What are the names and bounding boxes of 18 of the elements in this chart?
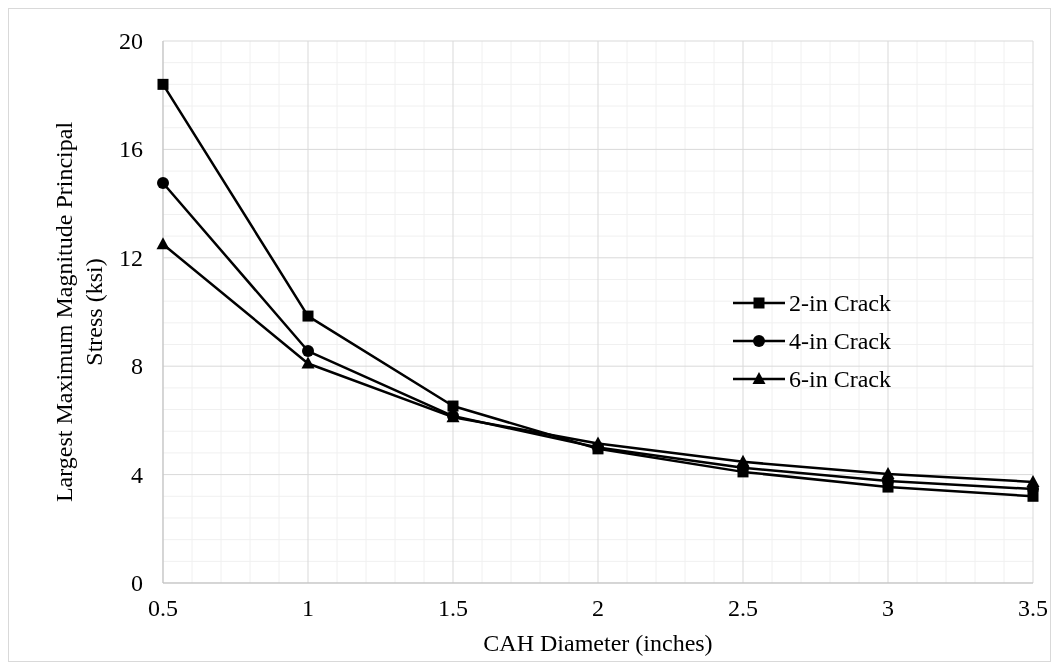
x-axis-title: CAH Diameter (inches) — [483, 630, 713, 656]
legend-label: 2-in Crack — [789, 290, 891, 316]
y-tick-label: 20 — [119, 28, 143, 54]
y-tick-label: 0 — [131, 570, 143, 596]
y-tick-label: 8 — [131, 353, 143, 380]
x-tick-label: 2 — [592, 595, 604, 621]
x-tick-label: 3 — [882, 595, 894, 621]
x-tick-label: 0.5 — [148, 595, 178, 621]
x-tick-label: 1.5 — [438, 595, 468, 621]
y-tick-label: 12 — [119, 244, 143, 271]
x-tick-label: 1 — [302, 595, 314, 621]
legend-label: 4-in Crack — [789, 328, 891, 354]
y-axis-title: Largest Maximum Magnitude Principal Stress (ksi) — [51, 121, 107, 503]
x-tick-label: 2.5 — [728, 595, 758, 621]
y-tick-label: 4 — [131, 461, 143, 488]
legend-label: 6-in Crack — [789, 366, 891, 392]
x-tick-label: 3.5 — [1018, 595, 1048, 621]
y-tick-label: 16 — [119, 136, 143, 163]
